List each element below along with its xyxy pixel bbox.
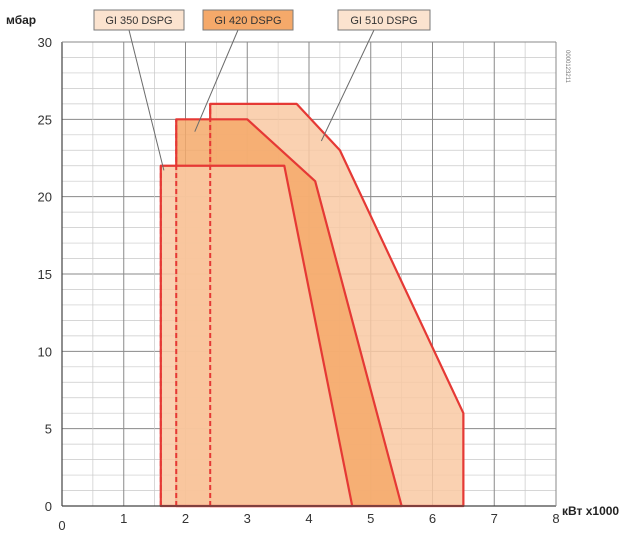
legend-label: GI 420 DSPG	[214, 15, 281, 27]
y-tick-label: 10	[38, 344, 52, 359]
x-tick-label: 6	[429, 511, 436, 526]
x-tick-label: 2	[182, 511, 189, 526]
legend-pointer-line	[320, 29, 375, 142]
x-tick-label: 8	[552, 511, 559, 526]
y-tick-label: 30	[38, 35, 52, 50]
legend-box	[93, 9, 185, 31]
legend-pointer-line	[194, 29, 239, 132]
x-tick-label: 3	[244, 511, 251, 526]
legend-box	[337, 9, 431, 31]
y-tick-label: 20	[38, 190, 52, 205]
x-axis-title: кВт x1000	[562, 504, 619, 518]
legend-box	[202, 9, 294, 31]
y-tick-label: 5	[45, 422, 52, 437]
legend-label: GI 510 DSPG	[350, 15, 417, 27]
y-tick-label: 0	[45, 499, 52, 514]
legend-label: GI 350 DSPG	[105, 15, 172, 27]
legend-pointer-line	[128, 29, 165, 171]
x-tick-label: 0	[58, 518, 65, 533]
y-tick-label: 15	[38, 267, 52, 282]
y-tick-label: 25	[38, 112, 52, 127]
x-tick-label: 1	[120, 511, 127, 526]
y-axis-title: мбар	[6, 13, 36, 27]
x-tick-label: 7	[491, 511, 498, 526]
side-code: 0000123211	[564, 50, 570, 84]
x-tick-label: 5	[367, 511, 374, 526]
x-tick-label: 4	[305, 511, 312, 526]
